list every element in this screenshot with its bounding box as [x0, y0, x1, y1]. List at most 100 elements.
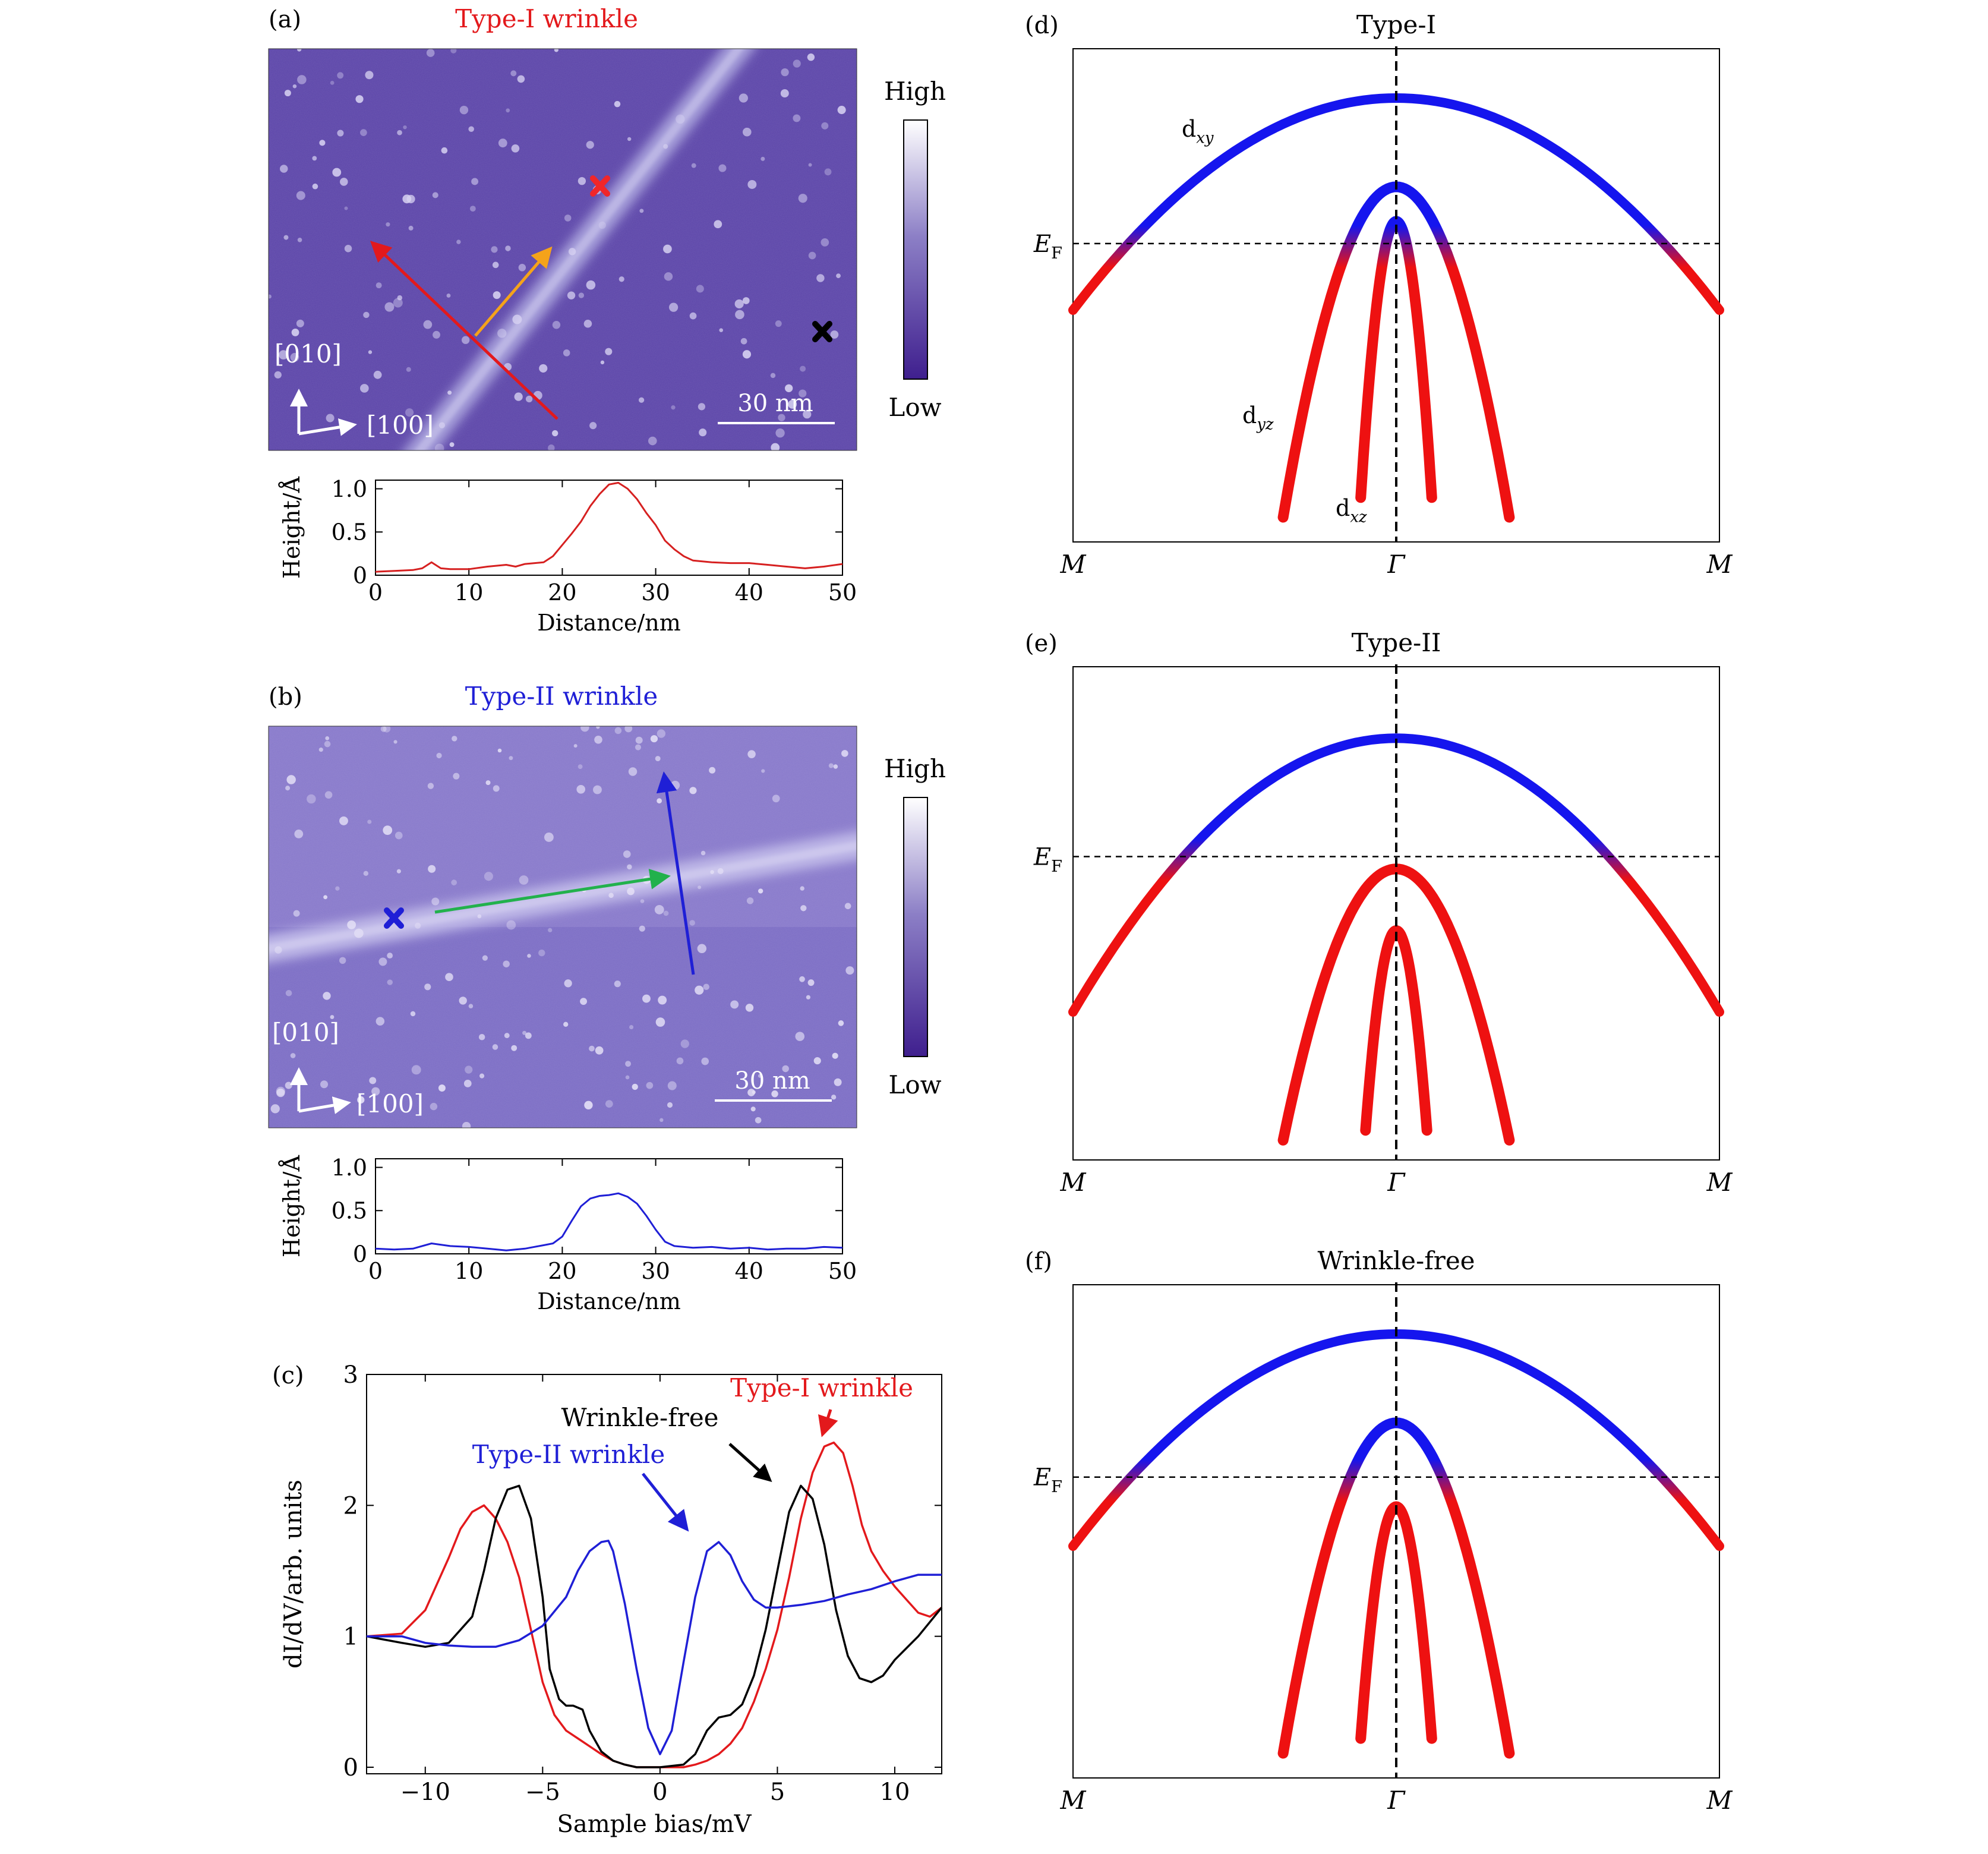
- defect-spot: [402, 194, 412, 204]
- defect-spot: [714, 220, 722, 229]
- defect-spot: [670, 780, 680, 790]
- defect-spot: [514, 392, 523, 401]
- defect-spot: [640, 899, 645, 903]
- defect-spot: [663, 910, 669, 916]
- defect-spot: [808, 251, 816, 260]
- defect-spot: [410, 1011, 416, 1017]
- defect-spot: [434, 443, 444, 450]
- defect-spot: [689, 787, 697, 794]
- defect-spot: [614, 727, 622, 734]
- dir-y-label-b: [010]: [272, 1018, 339, 1047]
- svg-text:30 nm: 30 nm: [737, 390, 813, 417]
- defect-spot: [755, 1117, 762, 1124]
- defect-spot: [485, 780, 491, 786]
- defect-spot: [548, 444, 555, 450]
- annotation-type2: Type-II wrinkle: [472, 1440, 665, 1469]
- defect-spot: [837, 106, 846, 115]
- k-label-right: M: [1706, 1786, 1733, 1815]
- defect-spot: [807, 53, 815, 61]
- fermi-level-label: EF: [1033, 844, 1062, 876]
- defect-spot: [292, 84, 297, 89]
- defect-spot: [320, 1080, 329, 1089]
- defect-spot: [433, 330, 441, 339]
- defect-spot: [428, 865, 436, 873]
- defect-spot: [276, 1086, 286, 1096]
- orbital-label-dyz: dyz: [1242, 402, 1274, 434]
- defect-spot: [594, 735, 602, 744]
- defect-spot: [337, 72, 344, 79]
- orbital-label-dxy: dxy: [1182, 116, 1214, 147]
- direction-indicator-a: [010] [100]: [274, 339, 434, 440]
- defect-spot: [337, 130, 344, 137]
- defect-spot: [307, 794, 316, 804]
- defect-spot: [689, 312, 697, 320]
- marker-wrinkle-free-a: [812, 321, 832, 342]
- defect-spot: [696, 285, 704, 293]
- defect-spot: [813, 1057, 821, 1065]
- defect-spot: [423, 320, 433, 329]
- scalebar-b: 30 nm: [715, 1067, 832, 1102]
- defect-spot: [639, 925, 645, 932]
- defect-spot: [798, 194, 807, 203]
- wrinkle-direction-arrow-b: [434, 868, 671, 914]
- k-label-left: M: [1059, 550, 1086, 579]
- defect-spot: [816, 274, 825, 282]
- defect-spot: [701, 1057, 709, 1065]
- defect-spot: [387, 979, 393, 985]
- defect-spot: [493, 291, 501, 299]
- wrinkle-direction-arrow-a: [474, 246, 553, 337]
- plot-frame: [375, 480, 843, 576]
- defect-spot: [697, 944, 707, 954]
- defect-spot: [750, 1106, 756, 1112]
- defect-spot: [424, 983, 431, 991]
- defect-spot: [406, 367, 411, 372]
- y-axis-label: dI/dV/arb. units: [280, 1480, 307, 1669]
- defect-spot: [689, 920, 695, 926]
- defect-spot: [614, 100, 621, 108]
- defect-spot: [297, 238, 302, 242]
- defect-spot: [393, 740, 397, 744]
- k-label-right: M: [1706, 550, 1733, 579]
- defect-spot: [462, 1122, 471, 1128]
- annotation-arrow-type2: [642, 1473, 689, 1532]
- defect-spot: [415, 922, 421, 929]
- height-profile-a: 0 10 20 30 40 50 0 0.5 1.0 Distance/nm Height/Å: [279, 476, 857, 636]
- defect-spot: [667, 1102, 673, 1108]
- defect-spot: [595, 1046, 604, 1055]
- annotation-arrow-wrinkle-free: [728, 1443, 772, 1483]
- defect-spot: [312, 183, 318, 190]
- defect-spot: [335, 886, 340, 891]
- defect-spot: [384, 302, 395, 312]
- defect-spot: [469, 206, 476, 212]
- x-axis-label: Distance/nm: [537, 1288, 681, 1314]
- defect-spot: [330, 80, 335, 85]
- defect-spot: [563, 1021, 569, 1027]
- defect-spot: [699, 428, 707, 437]
- x-tick-label: −5: [525, 1779, 560, 1806]
- defect-spot: [746, 897, 754, 904]
- svg-text:High: High: [884, 754, 946, 783]
- defect-spot: [638, 397, 645, 403]
- defect-spot: [593, 785, 602, 794]
- defect-spot: [578, 176, 586, 185]
- defect-spot: [676, 1057, 684, 1065]
- defect-spot: [339, 816, 348, 825]
- k-label-center: Γ: [1387, 1786, 1406, 1815]
- defect-spot: [517, 75, 525, 83]
- x-tick-label: 20: [548, 579, 576, 606]
- panel-e-label: (e): [1025, 630, 1058, 657]
- panel-b-title: Type-II wrinkle: [465, 682, 658, 711]
- series-line-type-i-wrinkle: [366, 1441, 943, 1768]
- panel-f: (f) Wrinkle-free EF M Γ M: [1025, 1246, 1733, 1815]
- defect-spot: [375, 282, 382, 289]
- defect-spot: [775, 428, 785, 438]
- defect-spot: [395, 831, 403, 840]
- defect-spot: [471, 178, 479, 185]
- defect-spot: [788, 399, 797, 409]
- defect-spot: [294, 830, 304, 838]
- band-dxy: [1068, 733, 1724, 1017]
- y-tick-label: 1: [343, 1623, 358, 1651]
- dir-x-label-a: [100]: [367, 411, 434, 440]
- x-tick-label: 10: [455, 1258, 483, 1284]
- defect-spot: [646, 1082, 654, 1089]
